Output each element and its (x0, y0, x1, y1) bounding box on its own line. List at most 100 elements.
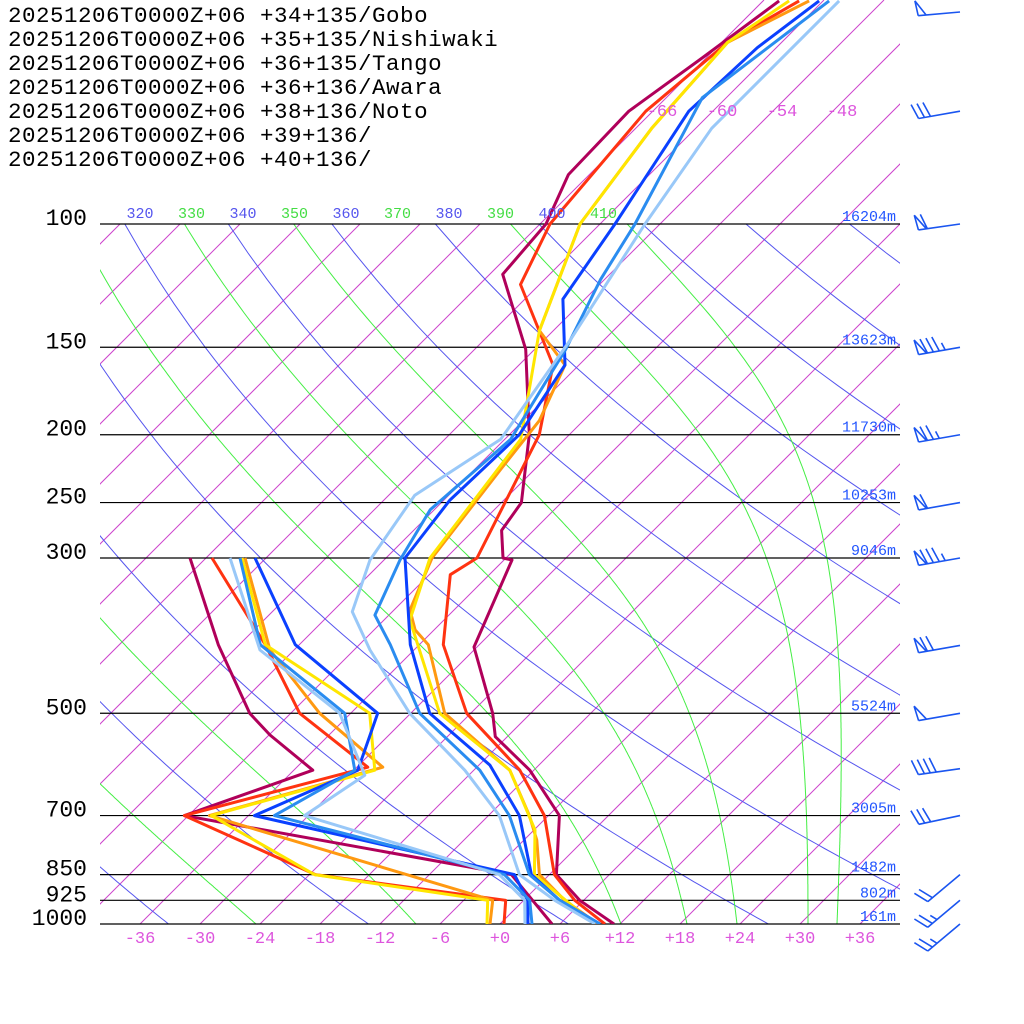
legend-entry-nishiwaki: 20251206T0000Z+06 +35+135/Nishiwaki (8, 27, 499, 53)
dry-adiabat-line (124, 224, 900, 890)
sounding-dewpoint-line-2 (207, 557, 495, 924)
wind-barb-icon (913, 873, 961, 903)
sounding-temperature-line-5 (373, 0, 831, 924)
isotherm-line (100, 223, 481, 605)
legend-entry-tango: 20251206T0000Z+06 +36+135/Tango (8, 51, 443, 77)
x-tick-label: -12 (365, 930, 396, 949)
x-tick-label: +24 (725, 930, 756, 949)
pressure-label: 150 (46, 329, 87, 355)
sounding-temperature-line-1 (441, 0, 800, 924)
sounding-temperature-line-3 (408, 0, 790, 924)
x-tick-label: +12 (605, 930, 636, 949)
dry-adiabat-line (538, 224, 900, 516)
theta-label: 320 (126, 206, 153, 223)
theta-label: 330 (178, 206, 205, 223)
height-label: 1482m (851, 860, 896, 877)
dry-adiabat-line (745, 224, 900, 346)
dry-adiabat-line (227, 224, 900, 791)
isotherm-line (499, 523, 900, 924)
wind-barb-icon (913, 635, 961, 654)
wind-barb-icon (910, 807, 961, 826)
x-tick-label: +6 (550, 930, 570, 949)
wind-barb-icon (913, 899, 961, 928)
sounding-dewpoint-line-0 (182, 557, 554, 924)
axis-labels: -36 -30 -24 -18 -12 -6 +0 +6 +12 +18 +24 +30 +36 -66 -… (125, 103, 876, 949)
pressure-label: 250 (46, 485, 87, 511)
dry-adiabat-line (331, 224, 900, 696)
theta-label: 380 (435, 206, 462, 223)
legend-entry-40-136: 20251206T0000Z+06 +40+136/ (8, 147, 373, 173)
isotherm-line (920, 0, 1024, 924)
sounding-dewpoint-line-6 (228, 557, 527, 924)
wind-barb-icon (910, 757, 961, 776)
isotherm-label: -48 (827, 103, 858, 122)
x-tick-label: +30 (785, 930, 816, 949)
height-label: 161m (860, 909, 896, 926)
isotherm-label: -54 (767, 103, 798, 122)
height-label: 11730m (842, 420, 896, 437)
wind-barb-icon (913, 494, 961, 511)
moist-adiabat-line (183, 224, 688, 924)
isotherm-line (619, 643, 900, 924)
sounding-temperature-line-4 (403, 0, 821, 924)
isotherm-line (100, 223, 361, 485)
theta-label: 360 (332, 206, 359, 223)
x-tick-label: -24 (245, 930, 276, 949)
dry-adiabat-line (953, 224, 1024, 924)
wind-barb-icon (914, 0, 961, 17)
height-label: 5524m (851, 698, 896, 715)
pressure-label: 300 (46, 540, 87, 566)
legend: 20251206T0000Z+06 +34+135/Gobo 20251206T… (8, 4, 498, 172)
isotherm-label: -60 (707, 103, 738, 122)
theta-label: 340 (229, 206, 256, 223)
height-label: 9046m (851, 543, 896, 560)
isotherm-line (739, 763, 900, 924)
pressure-label: 925 (46, 882, 87, 908)
height-label: 802m (860, 885, 896, 902)
x-tick-label: +18 (665, 930, 696, 949)
isotherm-line (100, 43, 900, 845)
wind-barb-icon (913, 705, 961, 722)
isotherm-line (100, 0, 885, 785)
isotherm-line (139, 163, 900, 924)
legend-entry-39-136: 20251206T0000Z+06 +39+136/ (8, 123, 373, 149)
pressure-label: 200 (46, 417, 87, 443)
wind-barb-icon (910, 102, 961, 120)
sounding-temperature-line-0 (472, 0, 780, 924)
theta-label: 370 (384, 206, 411, 223)
isotherm-line (100, 223, 241, 365)
isotherm-line (439, 463, 900, 924)
wind-barb-icon (913, 547, 961, 567)
height-label: 10253m (842, 488, 896, 505)
x-tick-label: -30 (185, 930, 216, 949)
x-tick-label: -18 (305, 930, 336, 949)
pressure-label: 700 (46, 798, 87, 824)
wind-barb-icon (913, 425, 961, 443)
isotherm-line (100, 223, 301, 425)
dry-adiabat-line (642, 224, 900, 430)
sounding-temperature-line-6 (350, 0, 841, 924)
wind-barbs (910, 0, 961, 952)
isotherm-line (100, 223, 421, 545)
moist-adiabat-line (100, 268, 622, 924)
pressure-label: 500 (46, 695, 87, 721)
isotherm-line (100, 223, 181, 305)
sounding-dewpoint-line-5 (238, 557, 534, 924)
pressure-label: 850 (46, 857, 87, 883)
moist-adiabat-line (626, 224, 842, 924)
pressure-label: 100 (46, 206, 87, 232)
legend-entry-noto: 20251206T0000Z+06 +38+136/Noto (8, 99, 429, 125)
isotherm-label: -66 (647, 103, 678, 122)
height-label: 16204m (842, 209, 896, 226)
sounding-dewpoint-line-1 (182, 557, 508, 924)
x-tick-label: +36 (845, 930, 876, 949)
isotherm-line (859, 883, 900, 924)
legend-entry-gobo: 20251206T0000Z+06 +34+135/Gobo (8, 3, 429, 29)
theta-label: 350 (281, 206, 308, 223)
soundings (182, 0, 841, 924)
height-label: 13623m (842, 332, 896, 349)
x-tick-label: +0 (490, 930, 510, 949)
isotherm-line (799, 823, 900, 924)
theta-label: 400 (538, 206, 565, 223)
